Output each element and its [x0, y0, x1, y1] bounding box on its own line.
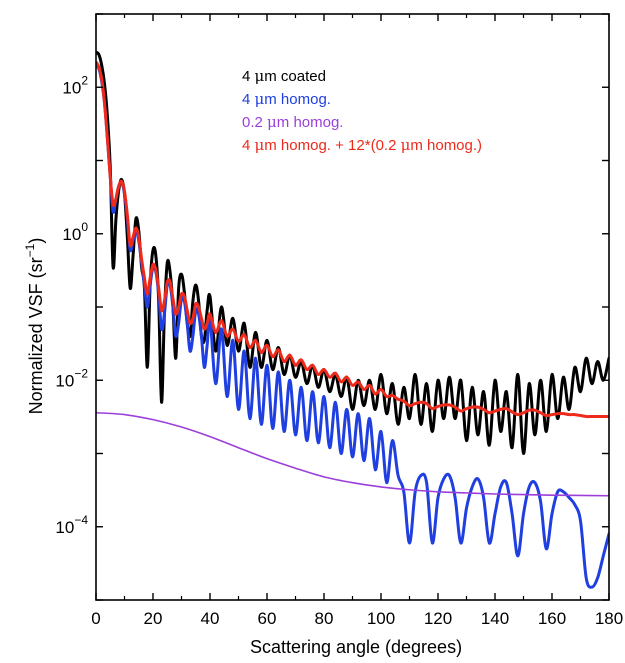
legend: 4 μm coated 4 μm homog. 0.2 μm homog. 4 μm …: [242, 67, 482, 154]
ticks-layer: 0 20 40 60 80 100 120 140 160 180 102 100 10−2 10−4: [55, 13, 623, 628]
x-tick-label: 80: [315, 609, 334, 628]
y-axis-label-close: ): [26, 238, 46, 244]
x-tick-label: 100: [367, 609, 395, 628]
y-axis-label: Normalized VSF (sr−1): [23, 238, 46, 415]
series-line-2: [96, 63, 609, 589]
x-tick-label: 180: [595, 609, 623, 628]
x-tick-label: 0: [91, 609, 100, 628]
legend-entry-3: 0.2 μm homog.: [242, 113, 343, 131]
series-line-3: [96, 411, 609, 497]
x-tick-label: 120: [424, 609, 452, 628]
x-tick-label: 60: [258, 609, 277, 628]
y-tick-label: 10−4: [55, 513, 88, 537]
plot-area: [95, 13, 610, 601]
x-axis-label: Scattering angle (degrees): [250, 637, 462, 657]
series-line-4: [96, 60, 609, 419]
y-tick-label: 100: [62, 220, 88, 244]
x-tick-label: 160: [538, 609, 566, 628]
x-tick-label: 140: [481, 609, 509, 628]
legend-entry-4: 4 μm homog. + 12*(0.2 μm homog.): [242, 136, 482, 154]
y-axis-label-exponent: −1: [23, 243, 37, 257]
series-line-1: [96, 50, 609, 456]
y-axis-label-main: Normalized VSF (sr: [26, 257, 46, 414]
legend-entry-2: 4 μm homog.: [242, 90, 331, 108]
legend-entry-1: 4 μm coated: [242, 67, 326, 85]
y-tick-label: 10−2: [55, 366, 88, 390]
y-tick-label: 102: [62, 73, 88, 97]
x-tick-label: 20: [144, 609, 163, 628]
x-tick-label: 40: [201, 609, 220, 628]
series-layer: [96, 50, 609, 589]
